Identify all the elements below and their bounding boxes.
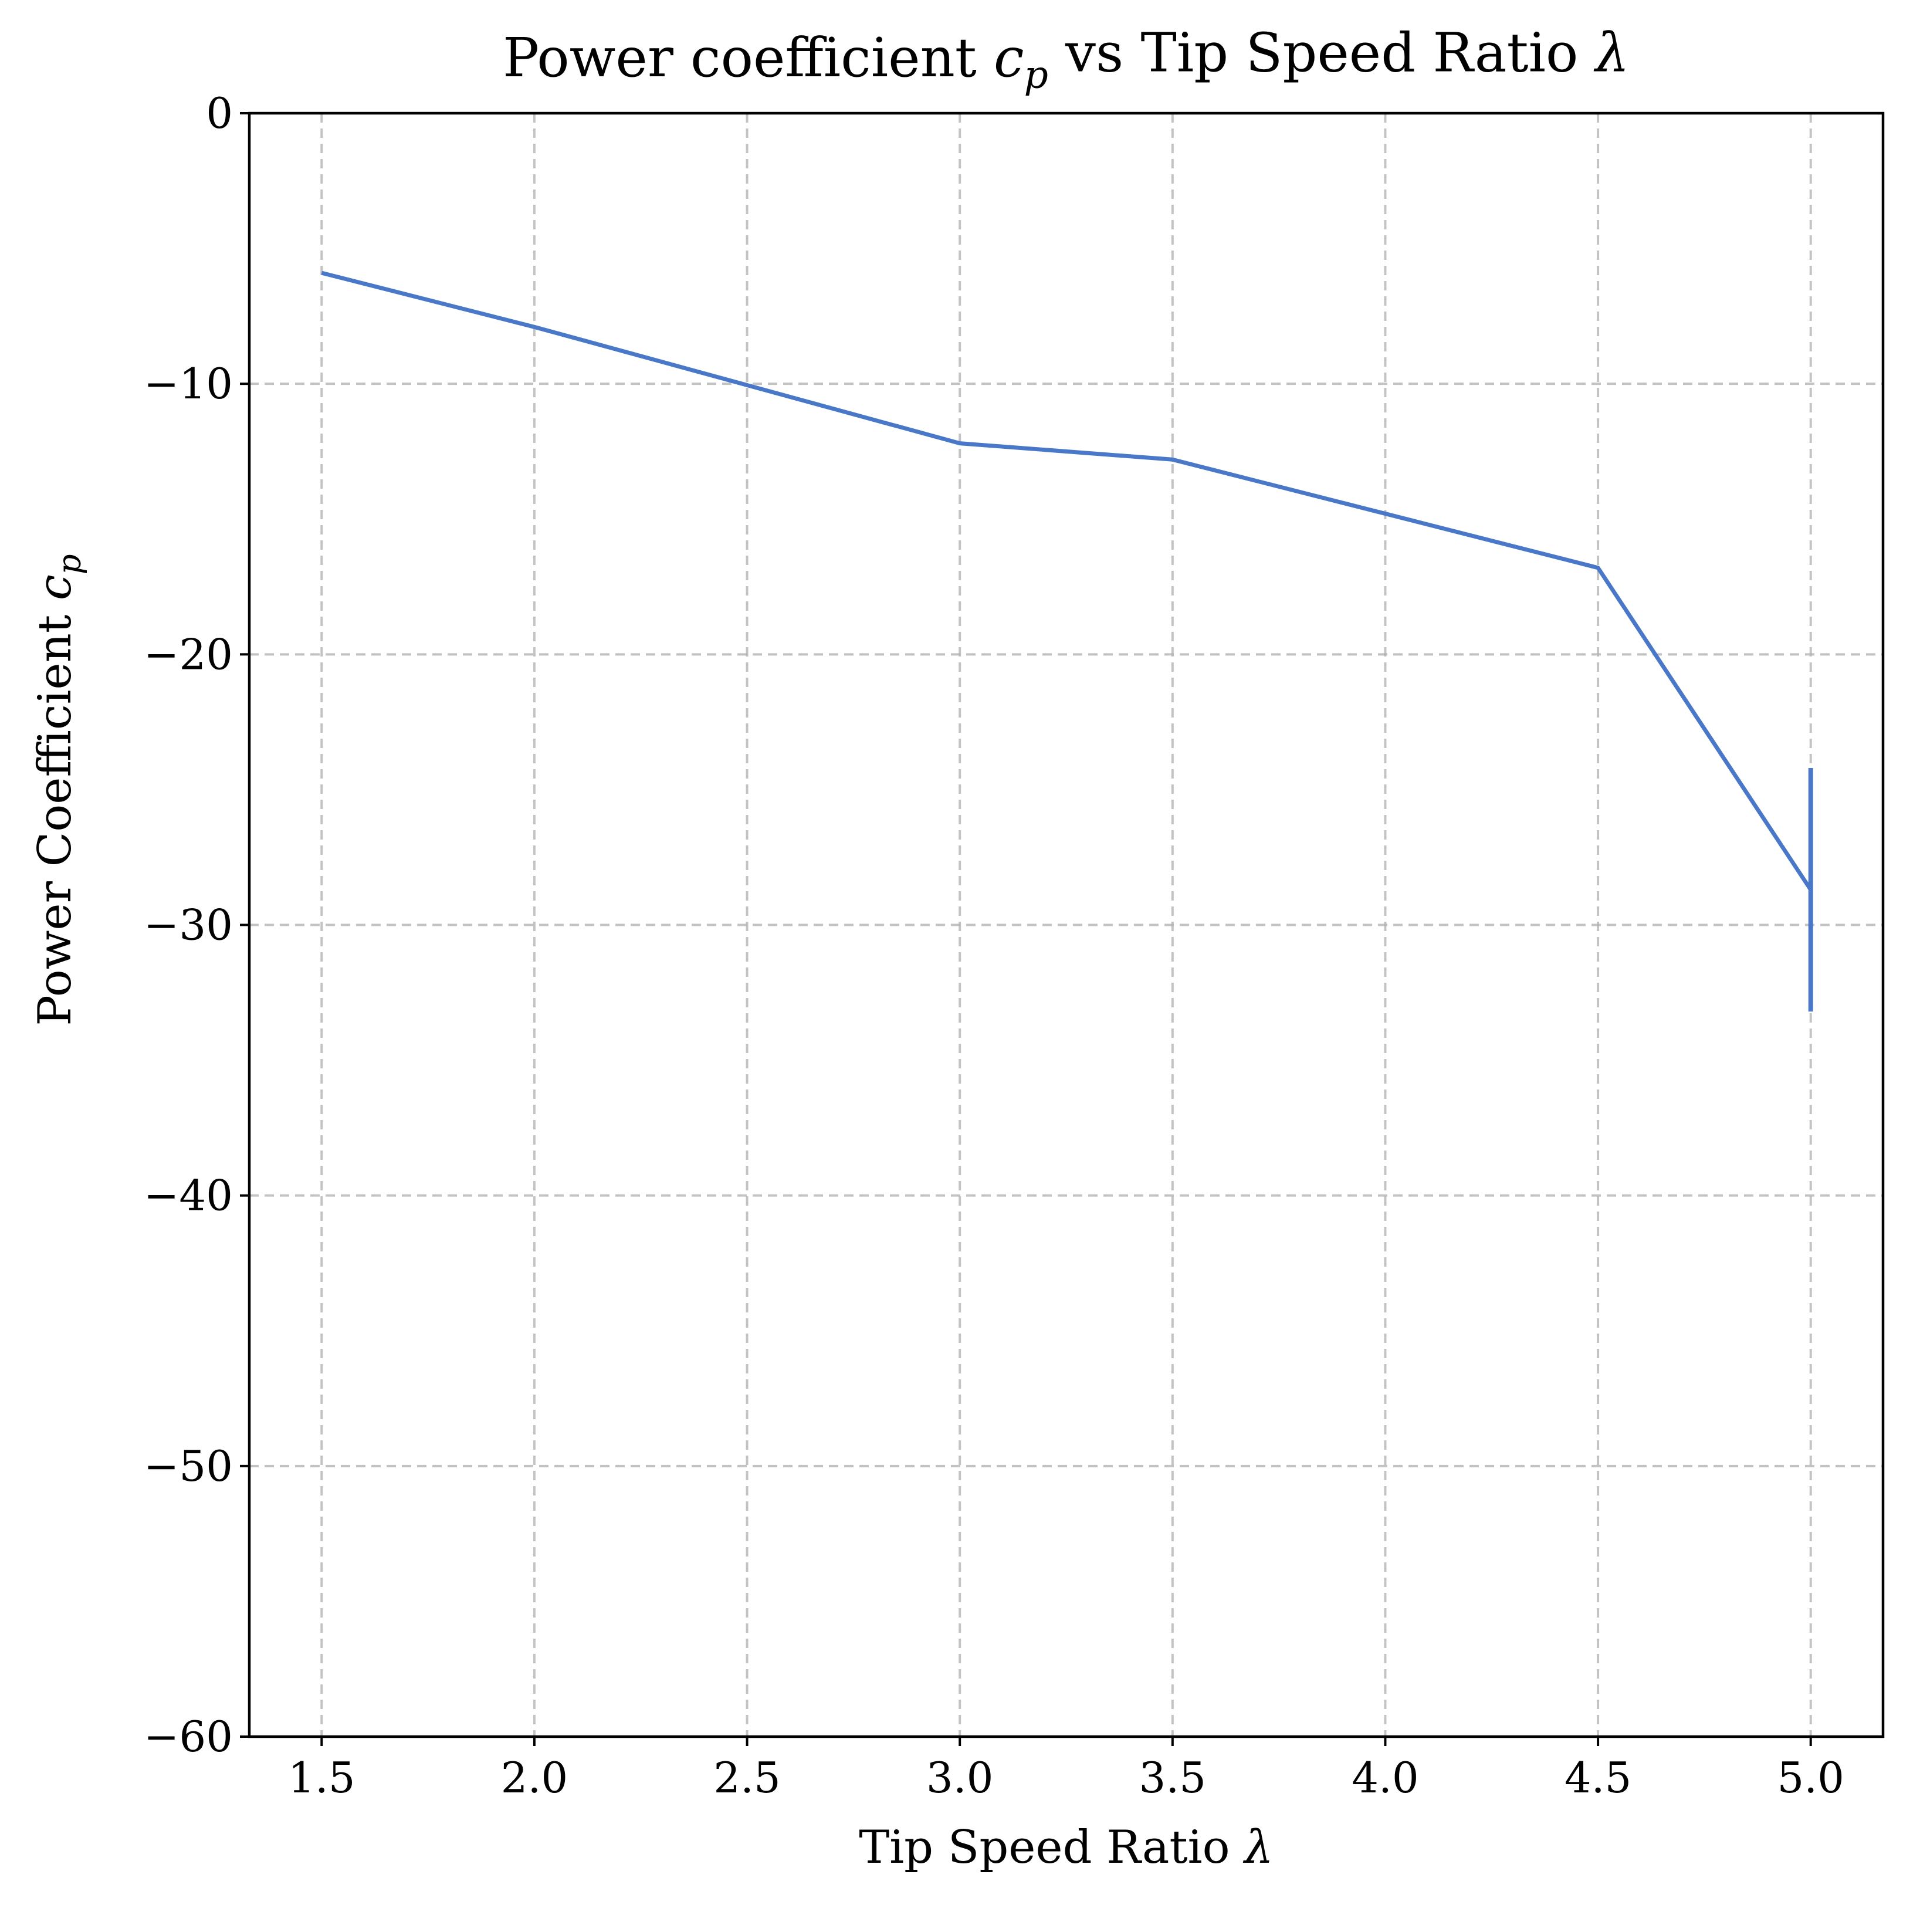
x-tick-label: 1.5 [288, 1753, 355, 1802]
x-tick-label: 2.0 [501, 1753, 568, 1802]
ticks: 1.5 2.0 2.5 3.0 3.5 4.0 4.5 5.0 0 −10 −20 −30 −40 −50… [144, 89, 1844, 1802]
y-tick-label: −10 [144, 359, 233, 408]
x-tick-label: 3.0 [926, 1753, 994, 1802]
x-tick-label: 4.0 [1352, 1753, 1419, 1802]
y-tick-label: −60 [144, 1712, 233, 1761]
series-layer [321, 270, 1813, 1012]
y-axis-label: Power Coefficient cp [29, 554, 87, 1026]
x-tick-label: 3.5 [1139, 1753, 1207, 1802]
y-tick-label: −40 [144, 1171, 233, 1220]
x-tick-label: 5.0 [1777, 1753, 1844, 1802]
x-tick-label: 2.5 [713, 1753, 781, 1802]
y-tick-label: 0 [206, 89, 233, 138]
series-line [321, 270, 1813, 891]
y-tick-label: −50 [144, 1442, 233, 1491]
y-tick-label: −20 [144, 630, 233, 679]
y-tick-label: −30 [144, 901, 233, 950]
x-tick-label: 4.5 [1565, 1753, 1632, 1802]
chart-title: Power coefficient cp vs Tip Speed Ratio … [503, 22, 1630, 97]
x-axis-label: Tip Speed Ratio λ [859, 1821, 1274, 1874]
